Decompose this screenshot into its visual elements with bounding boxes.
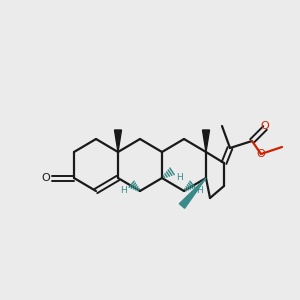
Text: O: O [256, 149, 266, 159]
Polygon shape [179, 178, 206, 208]
Text: O: O [42, 173, 50, 183]
Polygon shape [202, 130, 209, 152]
Text: H: H [176, 173, 183, 182]
Text: H: H [196, 186, 203, 195]
Text: H: H [120, 186, 127, 195]
Polygon shape [115, 130, 122, 152]
Text: O: O [261, 121, 269, 131]
